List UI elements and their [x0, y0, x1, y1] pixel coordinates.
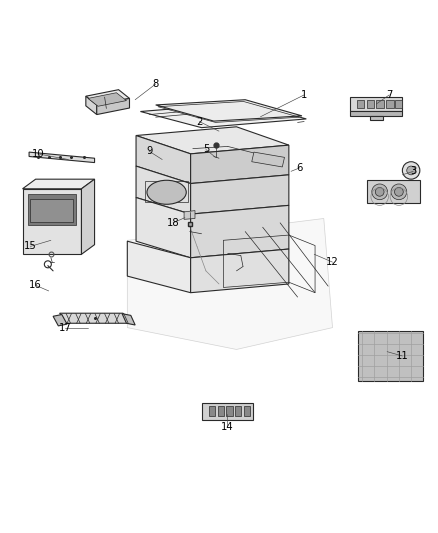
Polygon shape — [60, 313, 130, 323]
Text: 8: 8 — [152, 79, 159, 89]
Polygon shape — [86, 90, 130, 105]
Circle shape — [391, 184, 407, 200]
Polygon shape — [191, 175, 289, 214]
Bar — [244, 406, 250, 416]
Text: 2: 2 — [196, 117, 202, 126]
Text: 3: 3 — [410, 166, 417, 176]
Polygon shape — [88, 93, 127, 106]
Polygon shape — [386, 100, 394, 108]
Polygon shape — [127, 241, 191, 293]
Text: 1: 1 — [301, 90, 307, 100]
Polygon shape — [29, 152, 95, 163]
Text: 6: 6 — [297, 163, 303, 173]
Text: 5: 5 — [203, 144, 209, 155]
Polygon shape — [122, 313, 135, 325]
Polygon shape — [141, 103, 306, 128]
Text: 14: 14 — [221, 422, 233, 432]
Polygon shape — [127, 219, 332, 350]
Polygon shape — [97, 99, 130, 115]
Circle shape — [372, 184, 388, 200]
Polygon shape — [358, 331, 424, 381]
Polygon shape — [136, 166, 191, 214]
Polygon shape — [184, 211, 195, 220]
Polygon shape — [191, 145, 289, 183]
Polygon shape — [376, 100, 384, 108]
Bar — [209, 406, 215, 416]
Text: 16: 16 — [29, 280, 42, 290]
Polygon shape — [155, 100, 302, 121]
Text: 9: 9 — [146, 146, 152, 156]
Text: 15: 15 — [24, 241, 37, 252]
Bar — [235, 406, 241, 416]
Polygon shape — [350, 97, 403, 111]
Polygon shape — [202, 403, 253, 420]
Circle shape — [407, 166, 416, 175]
Text: 12: 12 — [326, 257, 339, 267]
Polygon shape — [30, 199, 73, 222]
Polygon shape — [28, 195, 76, 225]
Circle shape — [403, 161, 420, 179]
Text: 7: 7 — [386, 90, 392, 100]
Polygon shape — [136, 135, 191, 183]
Polygon shape — [367, 100, 374, 108]
Polygon shape — [53, 314, 67, 326]
Polygon shape — [191, 249, 289, 293]
Text: 18: 18 — [167, 218, 180, 228]
Bar — [218, 406, 224, 416]
Text: 17: 17 — [59, 322, 72, 333]
Polygon shape — [136, 127, 289, 154]
Circle shape — [395, 188, 403, 196]
Polygon shape — [81, 179, 95, 254]
Circle shape — [375, 188, 384, 196]
Polygon shape — [367, 180, 420, 203]
Text: 10: 10 — [32, 149, 44, 159]
Polygon shape — [350, 111, 403, 116]
Polygon shape — [370, 116, 383, 120]
Ellipse shape — [147, 180, 186, 204]
Polygon shape — [395, 100, 403, 108]
Polygon shape — [86, 96, 97, 115]
Polygon shape — [191, 205, 289, 258]
Polygon shape — [136, 198, 191, 258]
Text: 11: 11 — [396, 351, 409, 361]
Polygon shape — [252, 152, 285, 167]
Polygon shape — [22, 189, 81, 254]
Polygon shape — [357, 100, 364, 108]
Polygon shape — [22, 179, 95, 189]
Bar — [226, 406, 233, 416]
